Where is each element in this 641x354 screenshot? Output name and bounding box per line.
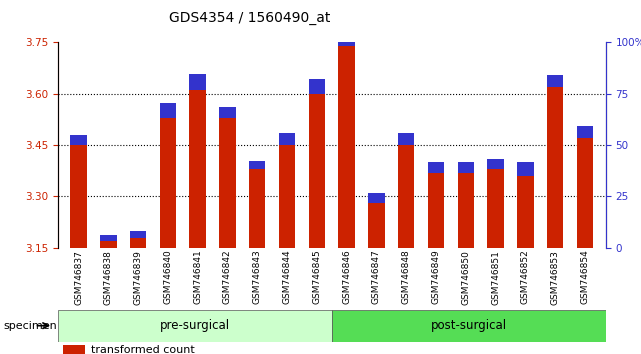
FancyBboxPatch shape	[58, 310, 332, 342]
Bar	[160, 103, 176, 118]
Bar	[63, 345, 85, 354]
Bar	[71, 135, 87, 145]
Bar	[577, 126, 593, 138]
Bar	[71, 145, 87, 248]
Text: GSM746840: GSM746840	[163, 250, 172, 304]
Text: GSM746851: GSM746851	[491, 250, 500, 304]
Bar	[130, 238, 146, 248]
Text: GSM746841: GSM746841	[193, 250, 202, 304]
FancyBboxPatch shape	[332, 310, 606, 342]
Bar	[487, 159, 504, 169]
Bar	[428, 162, 444, 172]
Text: GSM746844: GSM746844	[283, 250, 292, 304]
Bar	[249, 161, 265, 169]
Bar	[487, 169, 504, 248]
Bar	[428, 172, 444, 248]
Text: GSM746837: GSM746837	[74, 250, 83, 304]
Bar	[547, 75, 563, 87]
Bar	[190, 90, 206, 248]
Text: GSM746850: GSM746850	[462, 250, 470, 304]
Text: GDS4354 / 1560490_at: GDS4354 / 1560490_at	[169, 11, 330, 25]
Text: GSM746854: GSM746854	[580, 250, 589, 304]
Bar	[130, 232, 146, 238]
Bar	[517, 161, 533, 176]
Bar	[547, 87, 563, 248]
Text: GSM746845: GSM746845	[312, 250, 321, 304]
Text: GSM746839: GSM746839	[133, 250, 142, 304]
Text: post-surgical: post-surgical	[431, 319, 507, 332]
Bar	[100, 241, 117, 248]
Bar	[517, 176, 533, 248]
Text: GSM746853: GSM746853	[551, 250, 560, 304]
Text: GSM746842: GSM746842	[223, 250, 232, 304]
Text: GSM746838: GSM746838	[104, 250, 113, 304]
Bar	[338, 34, 355, 46]
Text: GSM746852: GSM746852	[521, 250, 530, 304]
Bar	[368, 193, 385, 203]
Bar	[190, 74, 206, 90]
Bar	[368, 203, 385, 248]
Bar	[577, 138, 593, 248]
Text: specimen: specimen	[3, 321, 57, 331]
Text: GSM746848: GSM746848	[402, 250, 411, 304]
Text: transformed count: transformed count	[90, 345, 194, 354]
Bar	[308, 79, 325, 94]
Text: GSM746843: GSM746843	[253, 250, 262, 304]
Text: GSM746849: GSM746849	[431, 250, 440, 304]
Bar	[279, 133, 296, 145]
Bar	[398, 133, 414, 145]
Text: GSM746846: GSM746846	[342, 250, 351, 304]
Bar	[458, 172, 474, 248]
Bar	[458, 162, 474, 172]
Text: pre-surgical: pre-surgical	[160, 319, 229, 332]
Bar	[160, 118, 176, 248]
Bar	[308, 94, 325, 248]
Bar	[398, 145, 414, 248]
Text: GSM746847: GSM746847	[372, 250, 381, 304]
Bar	[219, 108, 236, 118]
Bar	[249, 169, 265, 248]
Bar	[219, 118, 236, 248]
Bar	[338, 46, 355, 248]
Bar	[279, 145, 296, 248]
Bar	[100, 235, 117, 241]
